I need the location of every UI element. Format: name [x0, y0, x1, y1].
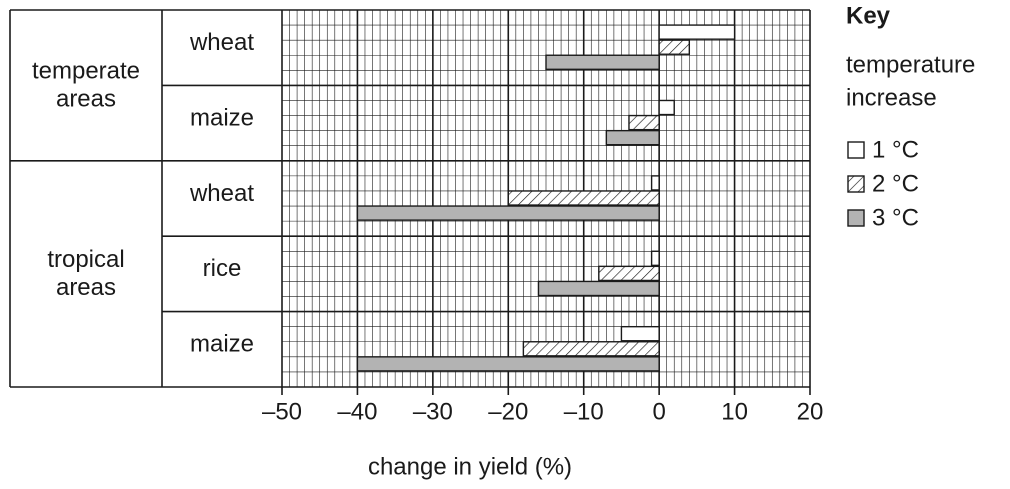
x-tick-label: 0: [652, 398, 665, 425]
group-label-line: tropical: [47, 246, 124, 273]
x-tick-label: –20: [488, 398, 528, 425]
legend-subtitle: temperature: [846, 51, 975, 78]
bar-hatched: [598, 265, 660, 282]
crop-label: wheat: [189, 180, 254, 207]
group-label-line: areas: [56, 86, 116, 113]
crop-label: wheat: [189, 29, 254, 56]
x-tick-label: –30: [413, 398, 453, 425]
bar-grey: [356, 205, 660, 221]
x-tick-label: 20: [797, 398, 824, 425]
legend-swatch-grey: [847, 209, 865, 227]
legend-swatch-hatched: [847, 175, 865, 193]
bar-hatched: [628, 114, 660, 131]
bar-grey: [537, 280, 660, 297]
x-tick-label: –40: [337, 398, 377, 425]
x-tick-label: –50: [262, 398, 302, 425]
crop-label: maize: [190, 104, 254, 131]
bar-hatched: [507, 190, 660, 206]
legend-title: Key: [846, 2, 891, 29]
bar-white: [658, 99, 675, 116]
bar-hatched: [658, 39, 691, 55]
bar-white: [650, 250, 660, 267]
bar-white: [620, 325, 660, 342]
group-label-line: temperate: [32, 58, 140, 85]
bar-white: [658, 24, 736, 40]
bars: [356, 24, 736, 372]
bar-hatched: [522, 341, 660, 357]
crop-label: maize: [190, 331, 254, 358]
bar-grey: [605, 129, 660, 146]
group-label-line: areas: [56, 274, 116, 301]
group-label: temperate areas: [32, 58, 140, 113]
legend-swatch-white: [847, 141, 865, 159]
x-tick-label: –10: [564, 398, 604, 425]
bar-white: [650, 175, 660, 191]
legend-entry: 1 °C: [872, 136, 919, 163]
x-tick-label: 10: [721, 398, 748, 425]
x-axis: –50 –40 –30 –20 –10 0 10 20 change in yield (%): [262, 387, 823, 480]
legend: Key temperature increase 1 °C 2 °C 3 °C: [846, 2, 975, 231]
crop-label: rice: [203, 255, 242, 282]
legend-entry: 3 °C: [872, 204, 919, 231]
bar-grey: [545, 54, 660, 71]
group-label: tropical areas: [47, 246, 124, 301]
x-axis-label: change in yield (%): [368, 453, 572, 480]
legend-subtitle: increase: [846, 84, 937, 111]
bar-grey: [356, 356, 660, 372]
legend-entry: 2 °C: [872, 170, 919, 197]
